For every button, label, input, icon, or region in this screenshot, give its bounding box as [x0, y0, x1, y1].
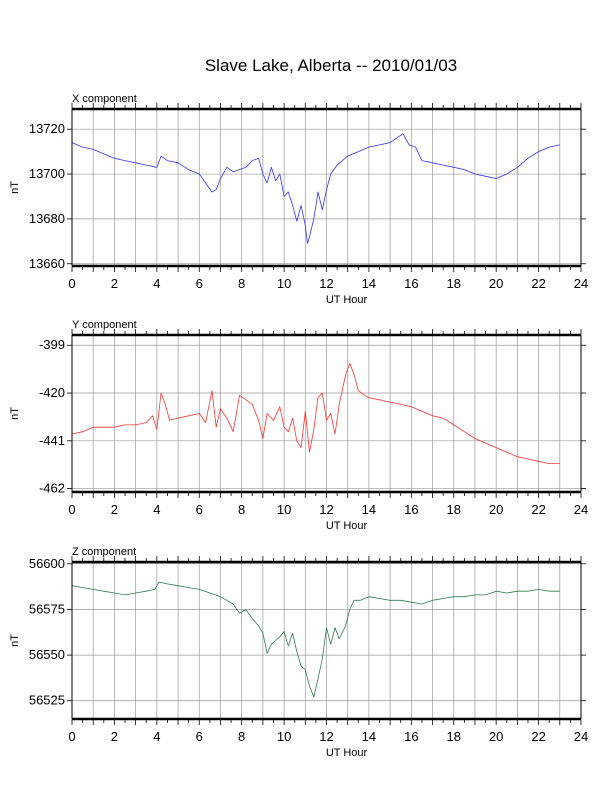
z-component-series-line: [71, 581, 560, 698]
x-y-tick-label: 13660: [29, 256, 65, 271]
y-panel-title: Y component: [72, 319, 137, 331]
x-y-axis-label: nT: [9, 181, 21, 194]
x-y-tick-label: 13680: [29, 211, 65, 226]
page-title: Slave Lake, Alberta -- 2010/01/03: [204, 56, 458, 75]
x-x-tick-label: 2: [111, 276, 118, 291]
z-x-tick-label: 0: [68, 729, 75, 744]
y-y-tick-label: -420: [39, 385, 65, 400]
z-y-tick-label: 56600: [29, 556, 65, 571]
x-x-tick-label: 8: [238, 276, 245, 291]
y-y-tick-label: -441: [39, 433, 65, 448]
y-component-series-line: [71, 363, 560, 465]
z-y-tick-label: 56550: [29, 647, 65, 662]
y-y-axis-label: nT: [9, 407, 21, 420]
z-x-tick-label: 10: [277, 729, 291, 744]
z-x-tick-label: 8: [238, 729, 245, 744]
y-x-tick-label: 2: [111, 502, 118, 517]
x-y-tick-label: 13720: [29, 121, 65, 136]
z-x-tick-label: 14: [362, 729, 376, 744]
z-y-tick-label: 56525: [29, 693, 65, 708]
z-x-tick-label: 2: [111, 729, 118, 744]
z-x-tick-label: 16: [404, 729, 418, 744]
x-x-tick-label: 4: [153, 276, 160, 291]
x-x-tick-label: 12: [319, 276, 333, 291]
y-x-tick-label: 8: [238, 502, 245, 517]
y-x-tick-label: 0: [68, 502, 75, 517]
x-panel-title: X component: [72, 93, 137, 105]
z-x-tick-label: 18: [447, 729, 461, 744]
x-x-tick-label: 18: [447, 276, 461, 291]
y-y-tick-label: -399: [39, 337, 65, 352]
y-y-tick-label: -462: [39, 481, 65, 496]
x-x-tick-label: 20: [489, 276, 503, 291]
z-x-axis-label: UT Hour: [326, 747, 368, 758]
z-x-tick-label: 24: [574, 729, 588, 744]
z-x-tick-label: 4: [153, 729, 160, 744]
x-x-axis-label: UT Hour: [326, 294, 368, 305]
x-x-tick-label: 22: [531, 276, 545, 291]
x-x-tick-label: 6: [196, 276, 203, 291]
y-x-tick-label: 12: [319, 502, 333, 517]
x-grid: [72, 109, 581, 266]
z-grid: [72, 562, 581, 719]
x-x-tick-label: 24: [574, 276, 588, 291]
x-y-tick-label: 13700: [29, 166, 65, 181]
y-x-tick-label: 22: [531, 502, 545, 517]
y-x-axis-label: UT Hour: [326, 520, 368, 531]
z-x-tick-label: 6: [196, 729, 203, 744]
z-x-tick-label: 22: [531, 729, 545, 744]
y-x-tick-label: 20: [489, 502, 503, 517]
z-y-axis-label: nT: [9, 634, 21, 647]
z-x-tick-label: 20: [489, 729, 503, 744]
x-x-tick-label: 10: [277, 276, 291, 291]
x-component-series-line: [71, 133, 560, 245]
y-x-tick-label: 16: [404, 502, 418, 517]
x-x-tick-label: 16: [404, 276, 418, 291]
y-x-tick-label: 24: [574, 502, 588, 517]
x-x-tick-label: 0: [68, 276, 75, 291]
y-x-tick-label: 18: [447, 502, 461, 517]
x-x-tick-label: 14: [362, 276, 376, 291]
z-y-tick-label: 56575: [29, 601, 65, 616]
z-panel-title: Z component: [72, 546, 136, 558]
y-x-tick-label: 10: [277, 502, 291, 517]
y-x-tick-label: 4: [153, 502, 160, 517]
y-x-tick-label: 14: [362, 502, 376, 517]
y-grid: [72, 335, 581, 492]
z-x-tick-label: 12: [319, 729, 333, 744]
y-x-tick-label: 6: [196, 502, 203, 517]
